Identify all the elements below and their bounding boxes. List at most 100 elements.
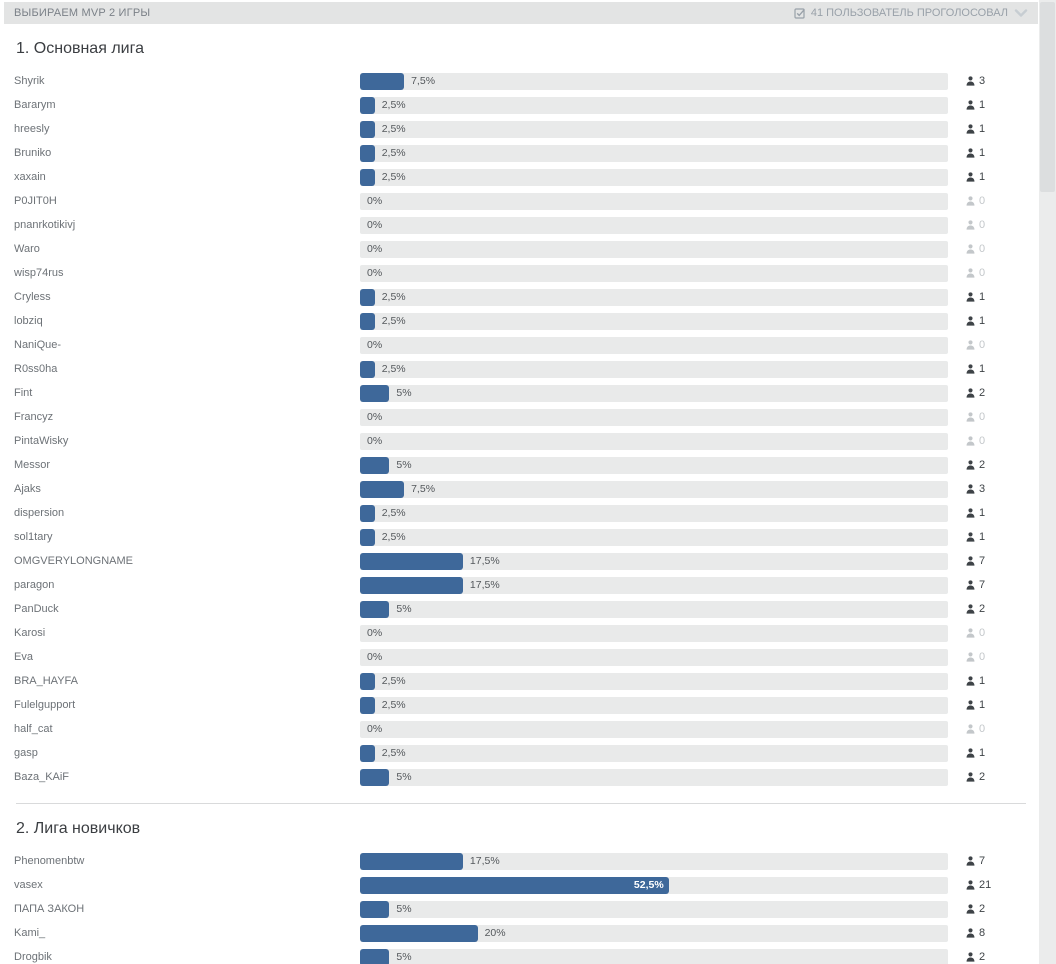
result-bar-track: 17,5% — [360, 576, 948, 594]
option-name: vasex — [14, 879, 43, 891]
vote-count-number: 2 — [979, 459, 986, 471]
section-heading: 1. Основная лига — [16, 40, 144, 57]
result-bar-fill — [360, 384, 390, 402]
percent-label: 17,5% — [469, 854, 500, 867]
scrollbar-track[interactable] — [1039, 0, 1056, 964]
percent-label: 5% — [396, 386, 412, 399]
result-bar-track: 2,5% — [360, 744, 948, 762]
checked-checkbox-icon — [794, 7, 806, 19]
result-bar-track: 17,5% — [360, 852, 948, 870]
vote-count: 3 — [966, 75, 985, 87]
person-icon — [966, 244, 975, 254]
result-bar-fill — [360, 312, 375, 330]
result-bar-track: 5% — [360, 456, 948, 474]
person-icon — [966, 928, 975, 938]
result-bar-fill — [360, 924, 478, 942]
vote-count: 1 — [966, 315, 985, 327]
option-name: gasp — [14, 747, 38, 759]
vote-count: 2 — [966, 951, 985, 963]
percent-label: 7,5% — [411, 74, 436, 87]
percent-label: 2,5% — [381, 122, 406, 135]
result-bar-fill — [360, 852, 463, 870]
result-bar-fill: 52,5% — [360, 876, 669, 894]
vote-count: 21 — [966, 879, 991, 891]
vote-count: 0 — [966, 723, 985, 735]
scrollbar-thumb[interactable] — [1040, 2, 1055, 192]
voters-count-link[interactable]: 41 ПОЛЬЗОВАТЕЛЬ ПРОГОЛОСОВАЛ — [794, 7, 1008, 19]
person-icon — [966, 748, 975, 758]
result-bar-track: 5% — [360, 600, 948, 618]
percent-label: 0% — [367, 434, 383, 447]
percent-label: 0% — [367, 626, 383, 639]
option-name: OMGVERYLONGNAME — [14, 555, 133, 567]
vote-count: 1 — [966, 123, 985, 135]
result-bar-track: 2,5% — [360, 168, 948, 186]
percent-label: 2,5% — [381, 290, 406, 303]
result-bar-track: 2,5% — [360, 528, 948, 546]
percent-label: 0% — [367, 722, 383, 735]
person-icon — [966, 856, 975, 866]
percent-label: 2,5% — [381, 170, 406, 183]
option-name: Baza_KAiF — [14, 771, 70, 783]
vote-count-number: 0 — [979, 651, 986, 663]
result-bar-track: 0% — [360, 624, 948, 642]
person-icon — [966, 316, 975, 326]
vote-count: 1 — [966, 99, 985, 111]
result-bar-fill — [360, 480, 405, 498]
vote-count: 2 — [966, 459, 985, 471]
poll-option-row: P0JIT0H 0% 0 — [14, 189, 1028, 213]
option-name: sol1tary — [14, 531, 53, 543]
poll-option-row: vasex 52,5% 21 — [14, 873, 1028, 897]
option-name: dispersion — [14, 507, 65, 519]
poll-option-row: Bararym 2,5% 1 — [14, 93, 1028, 117]
vote-count-number: 0 — [979, 435, 986, 447]
person-icon — [966, 100, 975, 110]
percent-label: 5% — [396, 602, 412, 615]
result-bar-track: 0% — [360, 192, 948, 210]
vote-count: 2 — [966, 387, 985, 399]
option-name: Cryless — [14, 291, 51, 303]
result-bar-track: 0% — [360, 264, 948, 282]
vote-count-number: 21 — [979, 879, 992, 891]
vote-count: 3 — [966, 483, 985, 495]
percent-label: 0% — [367, 650, 383, 663]
poll-option-row: OMGVERYLONGNAME 17,5% 7 — [14, 549, 1028, 573]
person-icon — [966, 148, 975, 158]
poll-title: ВЫБИРАЕМ MVP 2 ИГРЫ — [14, 7, 151, 19]
chevron-down-icon[interactable] — [1014, 8, 1028, 18]
vote-count: 0 — [966, 267, 985, 279]
percent-label: 5% — [396, 770, 412, 783]
result-bar-track: 5% — [360, 768, 948, 786]
vote-count-number: 1 — [979, 315, 986, 327]
vote-count-number: 7 — [979, 555, 986, 567]
result-bar-fill — [360, 456, 390, 474]
person-icon — [966, 676, 975, 686]
result-bar-track: 20% — [360, 924, 948, 942]
person-icon — [966, 76, 975, 86]
result-bar-fill — [360, 948, 390, 964]
option-name: paragon — [14, 579, 55, 591]
poll-option-row: Cryless 2,5% 1 — [14, 285, 1028, 309]
vote-count: 0 — [966, 435, 985, 447]
result-bar-fill — [360, 744, 375, 762]
option-name: xaxain — [14, 171, 46, 183]
vote-count-number: 2 — [979, 387, 986, 399]
result-bar-fill — [360, 600, 390, 618]
person-icon — [966, 508, 975, 518]
person-icon — [966, 364, 975, 374]
poll-option-row: Drogbik 5% 2 — [14, 945, 1028, 964]
poll-option-row: BRA_HAYFA 2,5% 1 — [14, 669, 1028, 693]
percent-label: 2,5% — [381, 698, 406, 711]
option-name: Karosi — [14, 627, 46, 639]
section-heading: 2. Лига новичков — [16, 820, 141, 837]
vote-count-number: 8 — [979, 927, 986, 939]
percent-label: 2,5% — [381, 314, 406, 327]
result-bar-fill — [360, 288, 375, 306]
vote-count: 1 — [966, 291, 985, 303]
vote-count: 8 — [966, 927, 985, 939]
result-bar-track: 5% — [360, 948, 948, 964]
percent-label: 17,5% — [469, 554, 500, 567]
person-icon — [966, 196, 975, 206]
vote-count: 1 — [966, 675, 985, 687]
result-bar-track: 17,5% — [360, 552, 948, 570]
